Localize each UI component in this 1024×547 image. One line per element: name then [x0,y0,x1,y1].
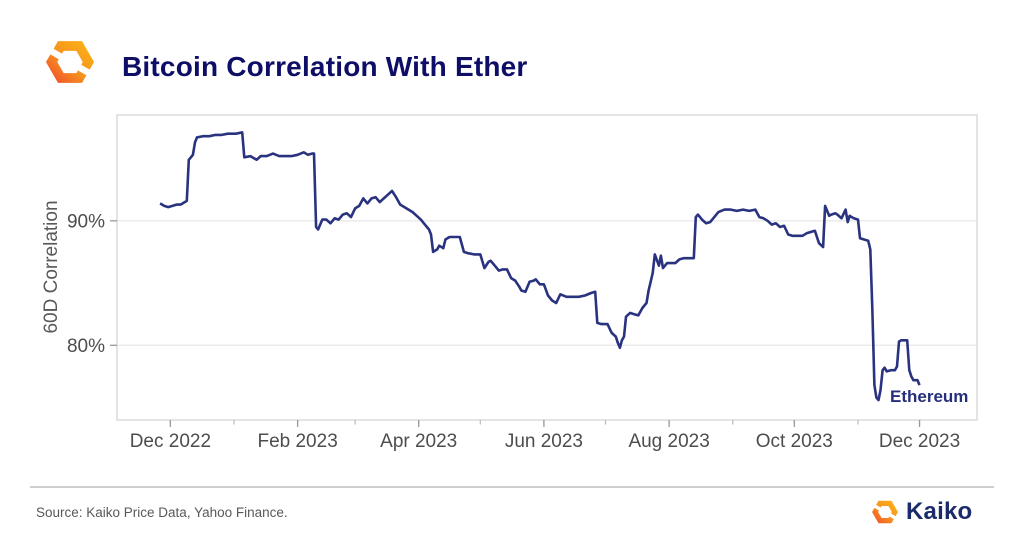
kaiko-logo-icon [45,41,95,83]
x-tick-label: Apr 2023 [380,431,457,452]
x-tick-label: Dec 2023 [879,431,960,452]
page-title: Bitcoin Correlation With Ether [122,51,528,82]
y-tick-label: 90% [67,211,105,232]
ethereum-series-line [159,131,921,402]
x-tick-label: Aug 2023 [628,431,709,452]
kaiko-wordmark: Kaiko [906,498,973,525]
axis-layer: 90% 80% Dec 2022 Feb 2023 Apr 2023 Jun 2023 Au… [67,211,960,452]
kaiko-logo-icon-small [872,500,898,524]
y-axis-title: 60D Correlation [41,200,62,333]
x-tick-label: Jun 2023 [505,431,583,452]
x-tick-label: Dec 2022 [130,431,211,452]
kaiko-hexagon-mark [45,41,95,83]
correlation-chart: 90% 80% Dec 2022 Feb 2023 Apr 2023 Jun 2023 Au… [41,114,978,452]
grid-layer [117,220,977,347]
kaiko-hexagon-mark [872,500,898,524]
source-note: Source: Kaiko Price Data, Yahoo Finance. [36,505,288,520]
footer-divider [30,486,994,488]
y-tick-label: 80% [67,336,105,357]
plot-border [116,114,978,421]
series-label-ethereum: Ethereum [890,387,968,406]
kaiko-brand: Kaiko [871,498,972,526]
x-tick-label: Oct 2023 [756,431,833,452]
x-tick-label: Feb 2023 [257,431,337,452]
